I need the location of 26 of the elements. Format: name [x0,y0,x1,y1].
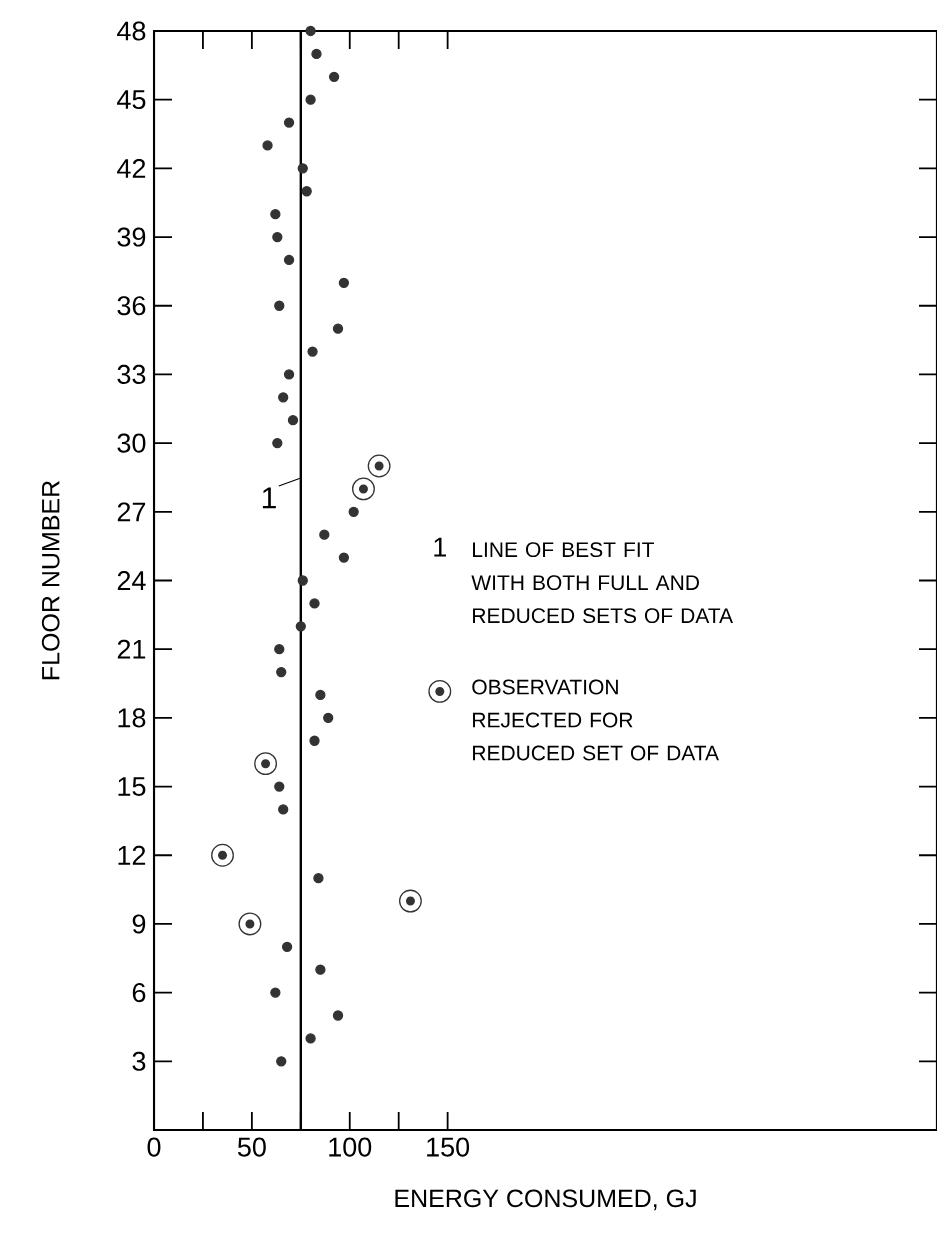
x-tick-label: 50 [237,1137,266,1157]
y-tick-label: 3 [132,1051,146,1071]
y-tick-label: 48 [117,21,146,41]
annotation: 1 [262,487,276,509]
y-tick-label: 15 [118,777,146,796]
y-tick-label: 9 [132,914,146,934]
annotation: LINE OF BEST FIT WITH BOTH FULL AND REDUCED SETS OF DATA [471,542,734,624]
y-tick-label: 39 [117,227,146,247]
y-tick-label: 42 [117,158,146,178]
y-tick-label: 21 [117,639,146,659]
y-axis-title: FLOOR NUMBER [41,480,60,680]
y-tick-label: 27 [117,502,146,522]
y-tick-label: 12 [118,845,146,865]
x-tick-label: 150 [427,1137,470,1157]
x-tick-label: 0 [147,1137,161,1157]
x-axis-title: ENERGY CONSUMED, GJ [395,1189,696,1211]
y-tick-label: 18 [118,708,146,728]
x-tick-label: 100 [329,1137,372,1157]
legend-label: OBSERVATION REJECTED FOR REDUCED SET OF DATA [472,679,719,761]
annotation: 1 [434,537,446,557]
y-tick-label: 24 [117,571,146,590]
y-tick-label: 33 [117,364,146,384]
y-tick-label: 36 [117,296,146,316]
y-tick-label: 6 [132,983,146,1003]
y-tick-label: 45 [117,90,146,110]
y-tick-label: 30 [117,433,146,453]
